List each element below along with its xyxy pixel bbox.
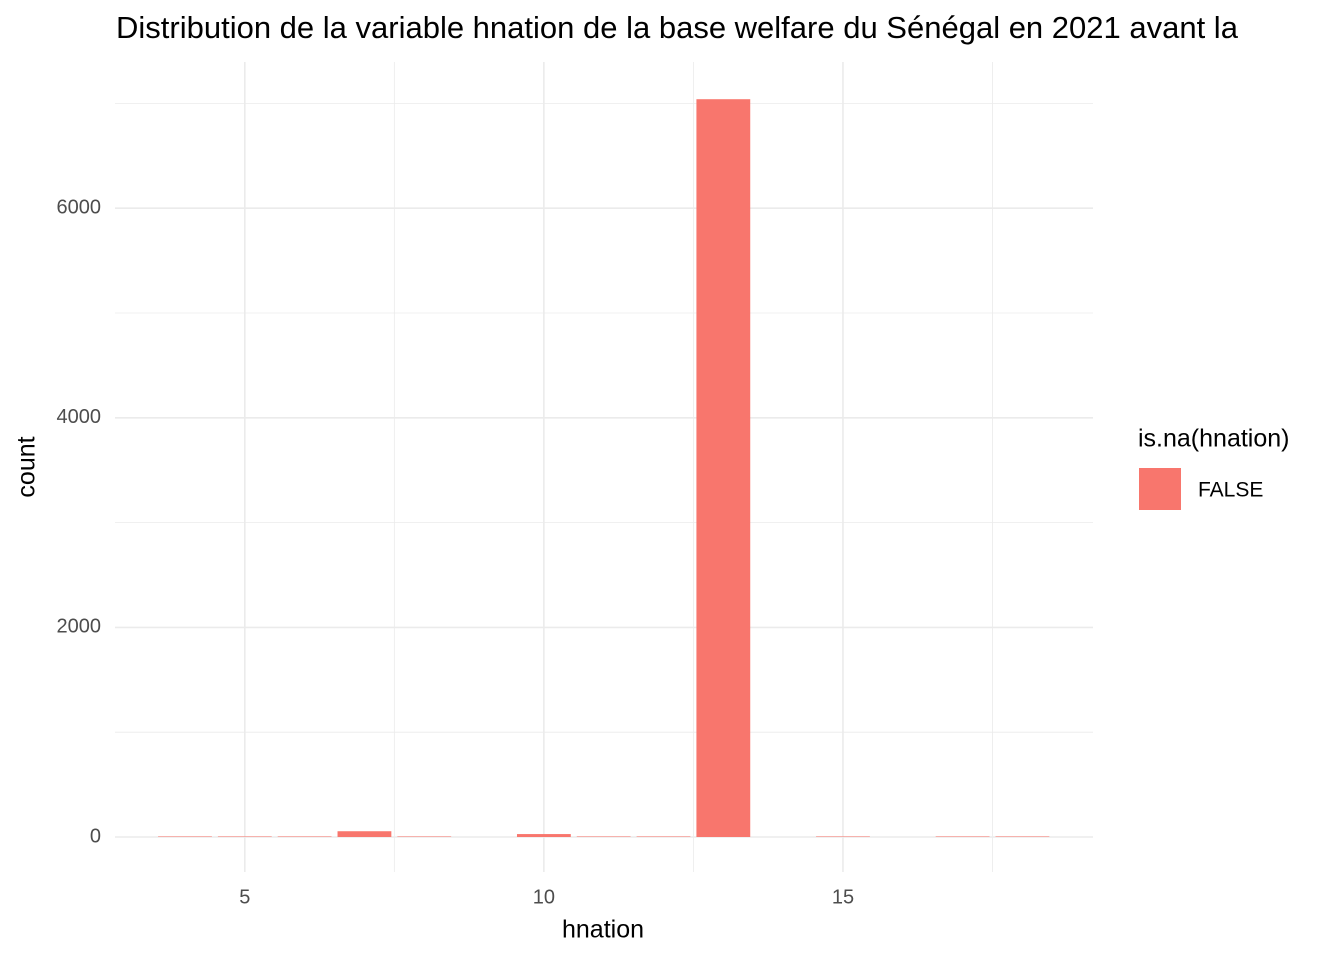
bar (935, 836, 990, 837)
x-tick-label: 15 (832, 886, 854, 908)
y-tick-label: 0 (90, 825, 101, 847)
legend-swatch (1139, 468, 1181, 510)
bar (337, 831, 392, 837)
bar (516, 834, 571, 837)
legend-label: FALSE (1198, 479, 1263, 502)
bar (397, 836, 452, 837)
x-tick-label: 5 (239, 886, 250, 908)
bar (816, 836, 870, 837)
bar (636, 836, 691, 837)
x-tick-label: 10 (533, 886, 555, 908)
bar (696, 99, 751, 837)
bar (158, 836, 212, 837)
chart-title: Distribution de la variable hnation de l… (116, 10, 1239, 45)
bar (217, 836, 272, 837)
legend-title: is.na(hnation) (1138, 425, 1289, 453)
x-axis-label: hnation (562, 916, 644, 944)
y-tick-label: 6000 (57, 196, 102, 218)
bar (277, 836, 332, 837)
bar (995, 836, 1050, 837)
bar (576, 836, 631, 837)
y-axis-label: count (13, 436, 41, 497)
y-tick-label: 4000 (57, 406, 102, 428)
y-tick-label: 2000 (57, 616, 102, 638)
